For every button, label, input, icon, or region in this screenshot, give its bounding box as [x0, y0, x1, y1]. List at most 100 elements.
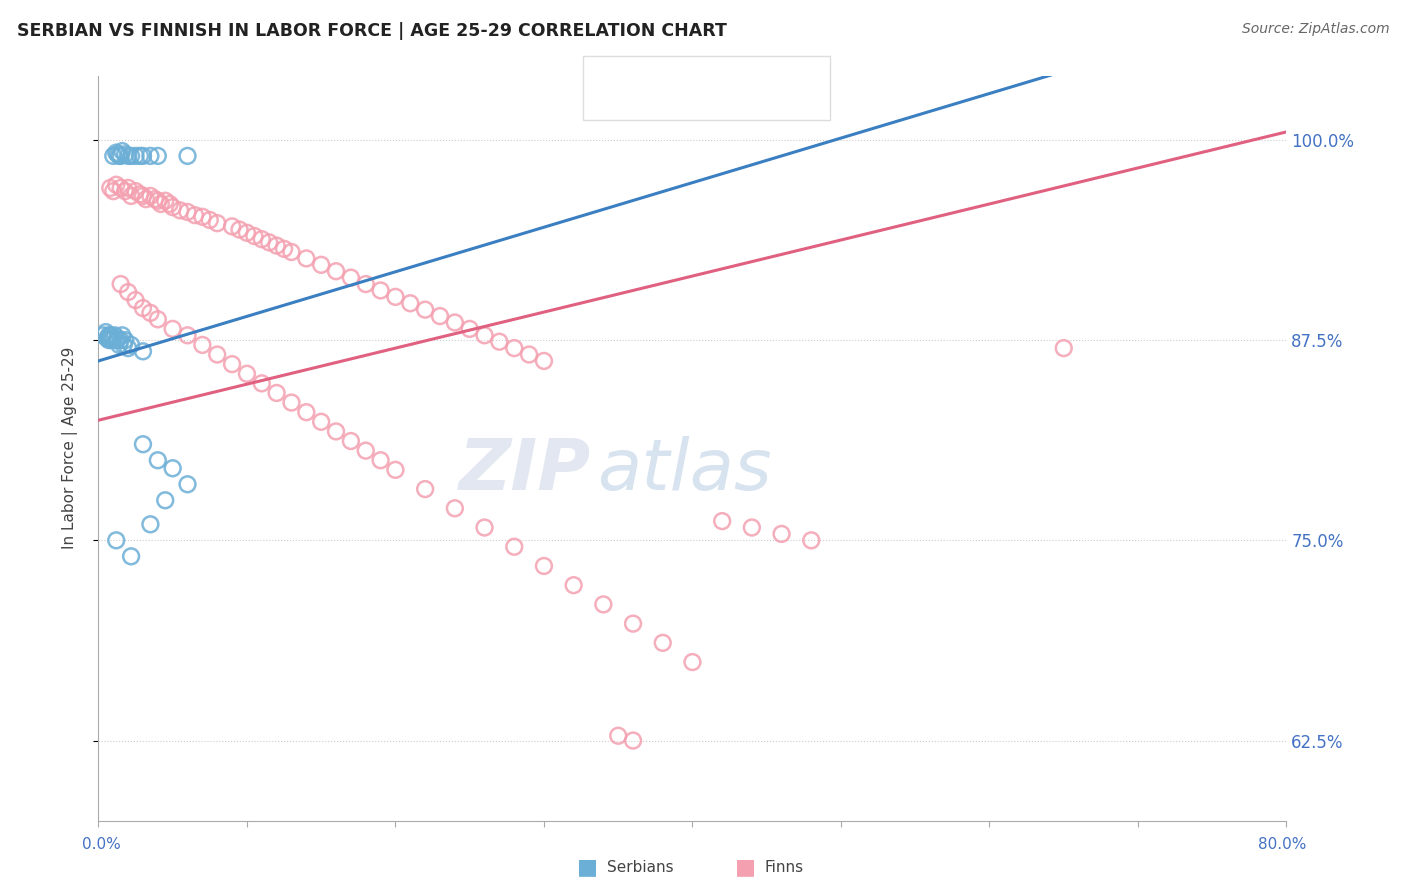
Text: SERBIAN VS FINNISH IN LABOR FORCE | AGE 25-29 CORRELATION CHART: SERBIAN VS FINNISH IN LABOR FORCE | AGE …: [17, 22, 727, 40]
Point: [146, 194, 169, 208]
Point: [205, 216, 228, 230]
Point: [309, 415, 332, 429]
Text: ■: ■: [735, 857, 755, 877]
Point: [340, 434, 363, 448]
Point: [800, 533, 823, 548]
Point: [429, 309, 451, 323]
Point: [295, 405, 318, 419]
Point: [110, 277, 132, 291]
Point: [97, 328, 120, 343]
Text: ■: ■: [578, 857, 598, 877]
Point: [243, 229, 266, 244]
Point: [458, 322, 481, 336]
Point: [562, 578, 585, 592]
Point: [162, 200, 184, 214]
Point: [111, 144, 134, 158]
Point: [413, 302, 436, 317]
Point: [517, 347, 540, 361]
Point: [129, 187, 152, 202]
Point: [104, 328, 127, 343]
Point: [103, 331, 125, 345]
Text: atlas: atlas: [598, 436, 772, 505]
Point: [98, 328, 121, 343]
Point: [354, 443, 377, 458]
Point: [120, 189, 142, 203]
Point: [108, 149, 131, 163]
Y-axis label: In Labor Force | Age 25-29: In Labor Force | Age 25-29: [62, 347, 77, 549]
Point: [132, 301, 155, 315]
Point: [280, 245, 302, 260]
Point: [129, 149, 152, 163]
Point: [117, 149, 139, 163]
Point: [221, 219, 243, 234]
Point: [184, 208, 207, 222]
Point: [107, 331, 129, 345]
Point: [91, 328, 114, 343]
Point: [132, 437, 155, 451]
Text: N = 89: N = 89: [738, 95, 796, 113]
Point: [101, 333, 124, 347]
Point: [124, 184, 146, 198]
Point: [488, 334, 510, 349]
Text: 80.0%: 80.0%: [1258, 838, 1306, 852]
Point: [741, 520, 763, 534]
Point: [97, 333, 120, 347]
Point: [103, 184, 125, 198]
Point: [273, 242, 295, 256]
Text: ■: ■: [595, 94, 616, 113]
Point: [266, 238, 288, 252]
Point: [280, 395, 302, 409]
Point: [399, 296, 422, 310]
Point: [592, 598, 614, 612]
Point: [117, 181, 139, 195]
Point: [503, 341, 526, 355]
Point: [117, 285, 139, 299]
Point: [176, 328, 198, 343]
Point: [295, 252, 318, 266]
Text: ZIP: ZIP: [460, 436, 592, 505]
Text: 0.0%: 0.0%: [82, 838, 121, 852]
Point: [105, 533, 128, 548]
Point: [443, 501, 465, 516]
Point: [132, 344, 155, 359]
Point: [96, 331, 118, 345]
Point: [120, 338, 142, 352]
Point: [503, 540, 526, 554]
Point: [139, 517, 162, 532]
Point: [110, 149, 132, 163]
Point: [370, 453, 392, 467]
Point: [132, 189, 155, 203]
Point: [651, 636, 673, 650]
Point: [176, 477, 198, 491]
Point: [443, 316, 465, 330]
Point: [135, 192, 157, 206]
Text: Finns: Finns: [765, 860, 804, 874]
Point: [107, 147, 129, 161]
Point: [325, 264, 347, 278]
Point: [132, 149, 155, 163]
Point: [149, 197, 172, 211]
Point: [146, 312, 169, 326]
Point: [105, 145, 128, 160]
Point: [98, 181, 121, 195]
Point: [159, 197, 181, 211]
Point: [176, 205, 198, 219]
Point: [309, 258, 332, 272]
Text: R = 0.466: R = 0.466: [614, 65, 697, 83]
Point: [221, 357, 243, 371]
Point: [105, 333, 128, 347]
Point: [169, 203, 191, 218]
Point: [114, 184, 136, 198]
Point: [228, 222, 250, 236]
Text: N = 43: N = 43: [738, 65, 796, 83]
Point: [120, 549, 142, 564]
Point: [384, 290, 406, 304]
Point: [711, 514, 734, 528]
Point: [146, 453, 169, 467]
Point: [191, 210, 214, 224]
Point: [474, 328, 496, 343]
Point: [176, 149, 198, 163]
Point: [681, 655, 703, 669]
Point: [533, 354, 555, 368]
Point: [384, 463, 406, 477]
